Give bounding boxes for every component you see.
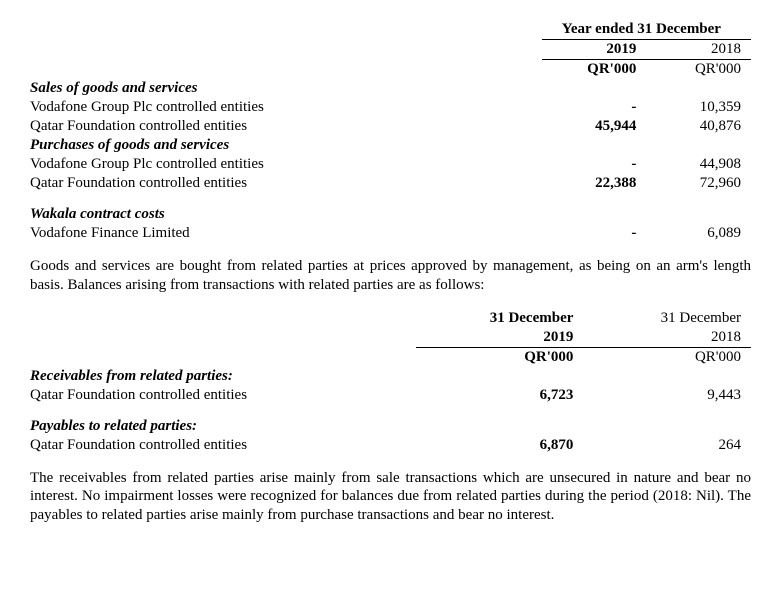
recv-row1-label: Qatar Foundation controlled entities	[30, 386, 416, 405]
sales-row1-pri: 10,359	[646, 98, 751, 117]
receivables-header: Receivables from related parties:	[30, 367, 416, 386]
sales-row2-cur: 45,944	[542, 117, 647, 136]
purch-row1-cur: -	[542, 155, 647, 174]
year-prior: 2018	[646, 40, 751, 60]
purch-row1-label: Vodafone Group Plc controlled entities	[30, 155, 542, 174]
unit-current: QR'000	[542, 60, 647, 80]
recv-row1-pri: 9,443	[583, 386, 751, 405]
related-party-balances-table: 31 December 31 December 2019 2018 QR'000…	[30, 309, 751, 455]
wakala-header: Wakala contract costs	[30, 205, 542, 224]
period-header: Year ended 31 December	[542, 20, 751, 40]
sales-row1-label: Vodafone Group Plc controlled entities	[30, 98, 542, 117]
sales-row1-cur: -	[542, 98, 647, 117]
payables-header: Payables to related parties:	[30, 417, 416, 436]
purchases-header: Purchases of goods and services	[30, 136, 542, 155]
date-label-pri: 31 December	[583, 309, 751, 328]
recv-row1-cur: 6,723	[416, 386, 584, 405]
wakala-row1-cur: -	[542, 224, 647, 243]
t2-unit-prior: QR'000	[583, 347, 751, 367]
unit-prior: QR'000	[646, 60, 751, 80]
t2-year-prior: 2018	[583, 328, 751, 348]
purch-row2-pri: 72,960	[646, 174, 751, 193]
related-party-transactions-table: Year ended 31 December 2019 2018 QR'000 …	[30, 20, 751, 243]
pay-row1-cur: 6,870	[416, 436, 584, 455]
t2-year-current: 2019	[416, 328, 584, 348]
year-current: 2019	[542, 40, 647, 60]
pay-row1-pri: 264	[583, 436, 751, 455]
paragraph-1: Goods and services are bought from relat…	[30, 257, 751, 295]
wakala-row1-label: Vodafone Finance Limited	[30, 224, 542, 243]
purch-row2-cur: 22,388	[542, 174, 647, 193]
purch-row1-pri: 44,908	[646, 155, 751, 174]
sales-header: Sales of goods and services	[30, 79, 542, 98]
sales-row2-label: Qatar Foundation controlled entities	[30, 117, 542, 136]
t2-unit-current: QR'000	[416, 347, 584, 367]
pay-row1-label: Qatar Foundation controlled entities	[30, 436, 416, 455]
purch-row2-label: Qatar Foundation controlled entities	[30, 174, 542, 193]
wakala-row1-pri: 6,089	[646, 224, 751, 243]
paragraph-2: The receivables from related parties ari…	[30, 469, 751, 525]
date-label-cur: 31 December	[416, 309, 584, 328]
sales-row2-pri: 40,876	[646, 117, 751, 136]
